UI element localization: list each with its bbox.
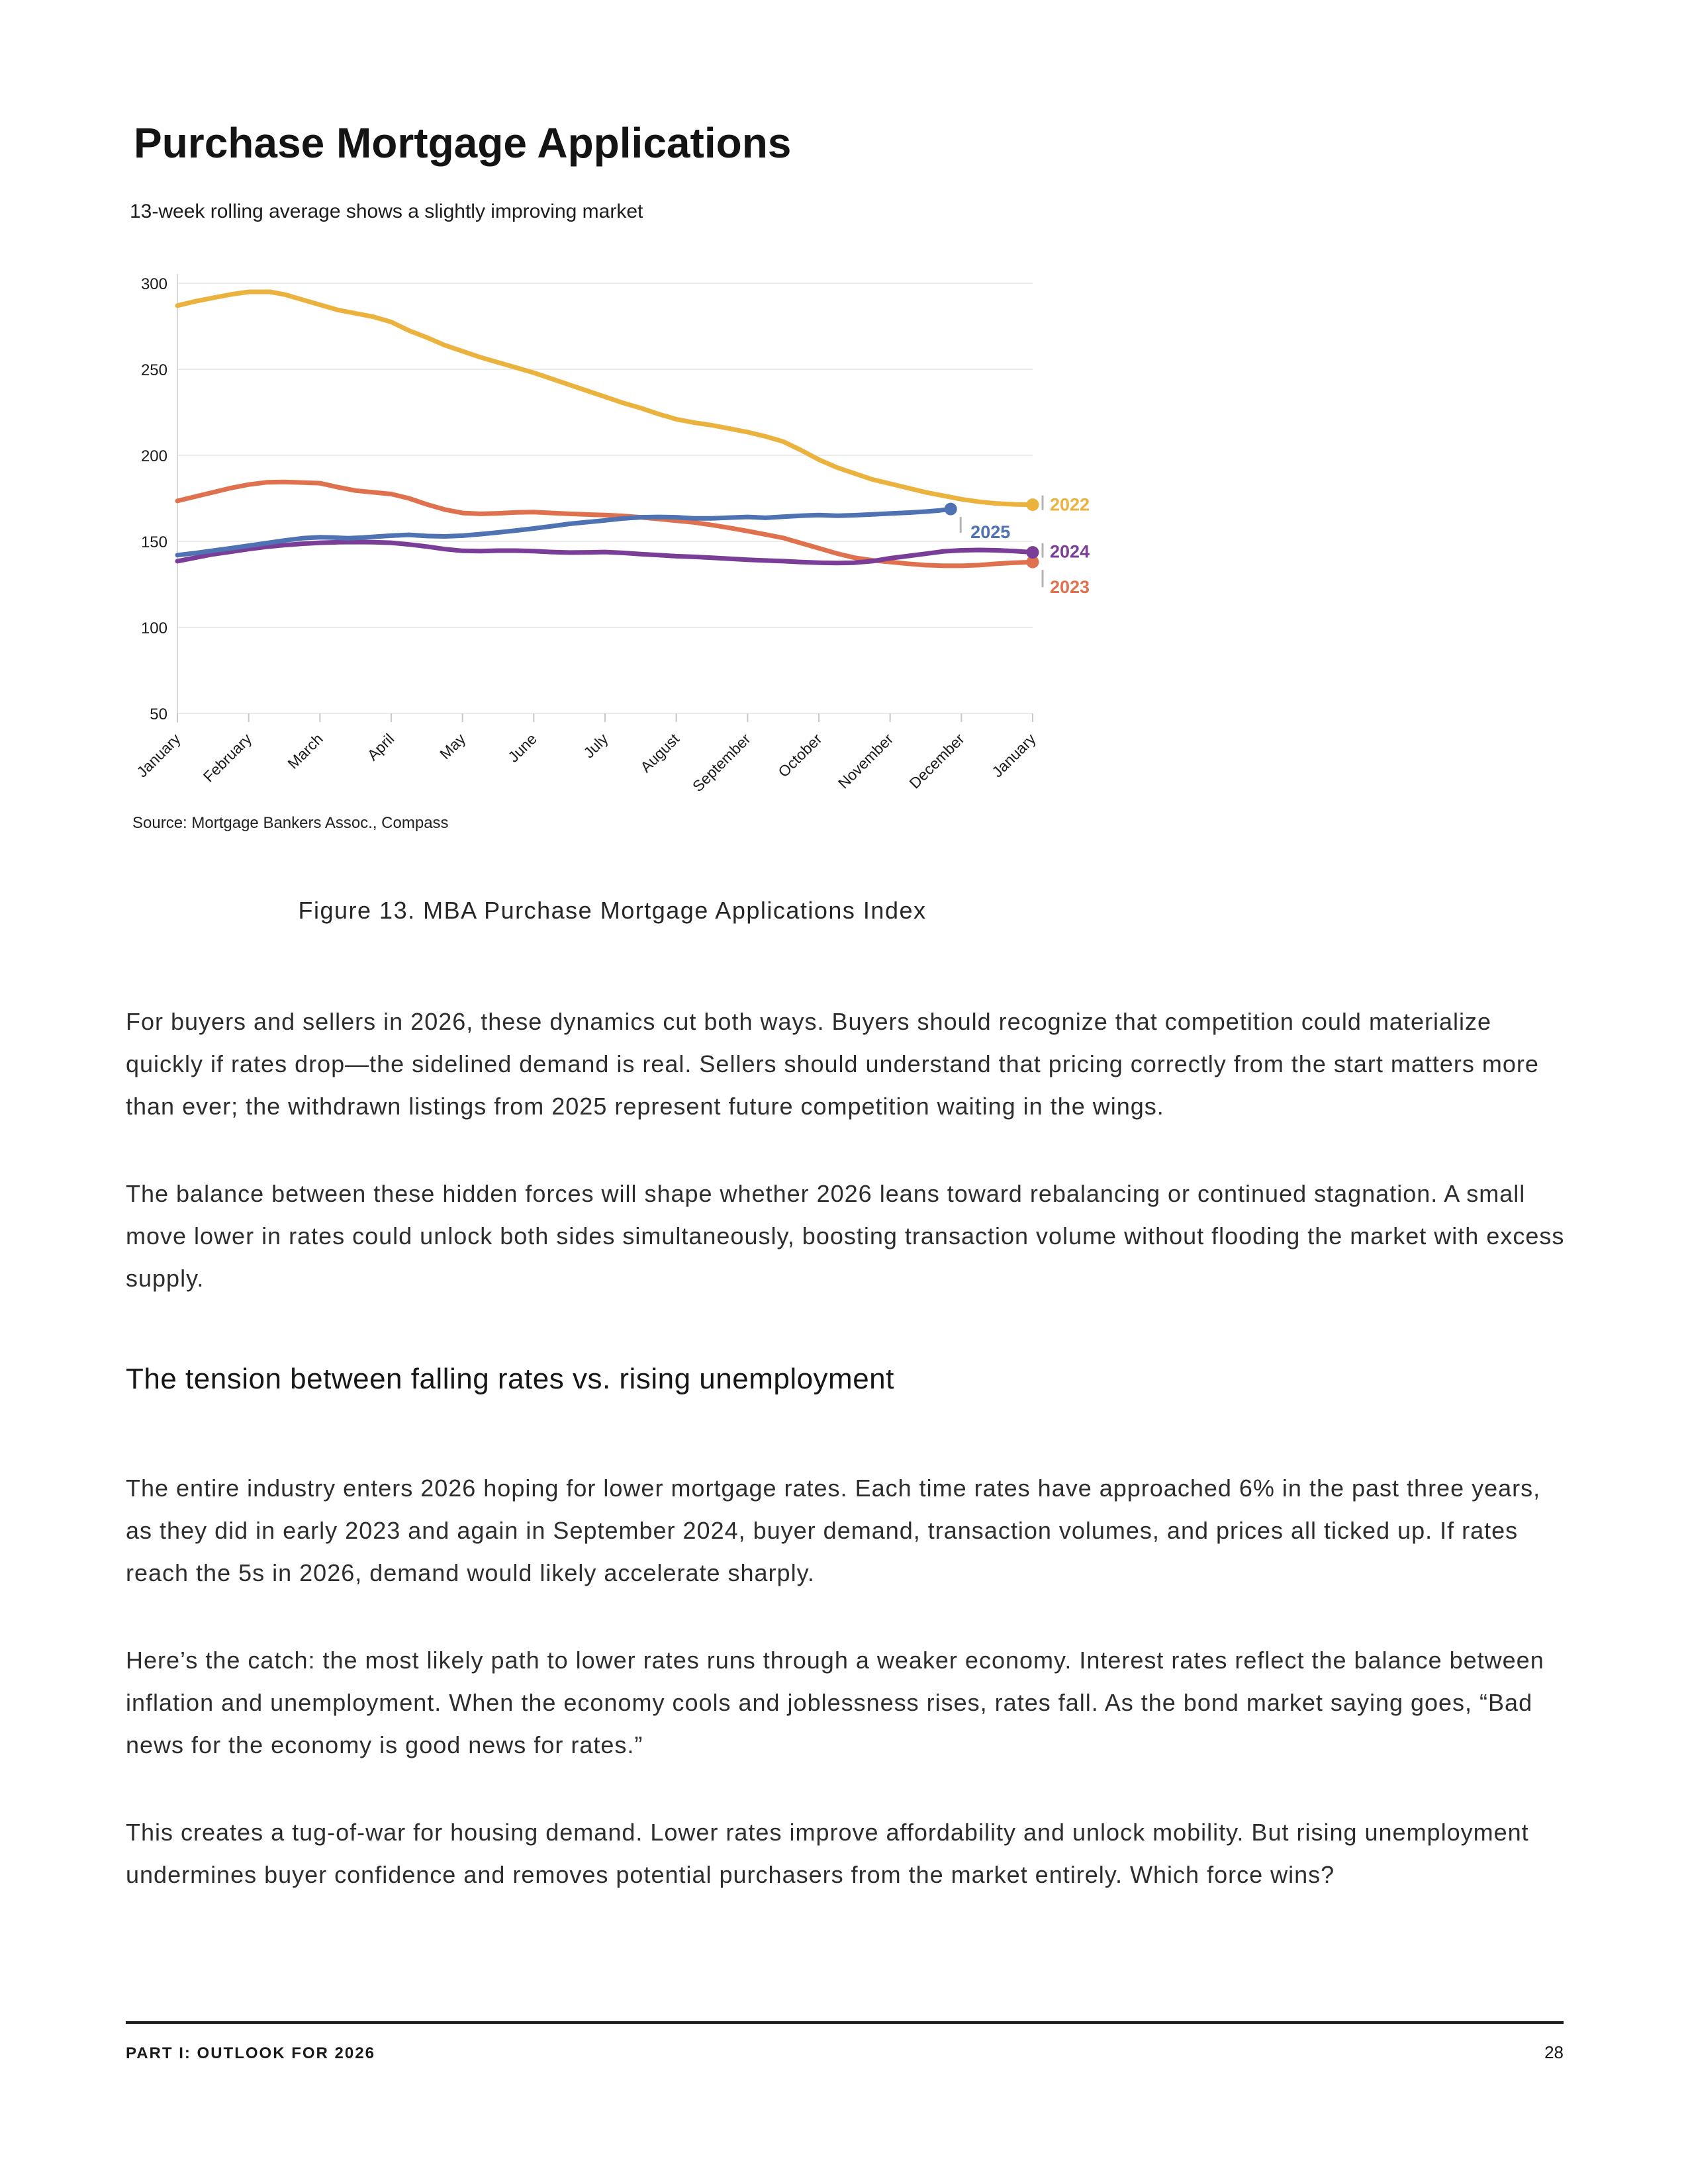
series-end-dot-2025: [944, 502, 957, 516]
x-tick-label: January: [133, 730, 184, 781]
x-tick-label: May: [436, 730, 469, 762]
line-chart: 300 250 200 150 100 50 January February March Apr…: [116, 261, 1109, 811]
series-line-2024: [175, 539, 1035, 566]
footer-section-label: PART I: OUTLOOK FOR 2026: [126, 2044, 375, 2062]
paragraph: This creates a tug-of-war for housing de…: [126, 1819, 1529, 1888]
paragraph: The balance between these hidden forces …: [126, 1180, 1565, 1292]
series-end-dot-2022: [1026, 498, 1039, 512]
series-label-2024: 2024: [1050, 542, 1090, 562]
y-tick-label: 50: [150, 705, 167, 723]
page-footer: PART I: OUTLOOK FOR 2026 28: [126, 2021, 1564, 2063]
y-tick-label: 300: [141, 275, 167, 293]
x-tick-label: April: [364, 730, 398, 764]
chart-subtitle: 13-week rolling average shows a slightly…: [130, 201, 643, 222]
x-tick-label: August: [637, 730, 682, 776]
x-tick-label: June: [504, 730, 540, 766]
page-title: Purchase Mortgage Applications: [134, 119, 792, 167]
x-tick-label: November: [835, 730, 897, 792]
y-tick-label: 150: [141, 533, 167, 551]
x-tick-label: October: [774, 730, 825, 780]
series-label-2025: 2025: [970, 522, 1010, 542]
x-tick-label: September: [689, 730, 754, 795]
paragraph: The entire industry enters 2026 hoping f…: [126, 1475, 1541, 1586]
x-tick-label: February: [200, 730, 256, 786]
series-label-2023: 2023: [1050, 577, 1090, 597]
paragraph: Here’s the catch: the most likely path t…: [126, 1647, 1544, 1758]
x-tick-label: July: [580, 730, 612, 762]
chart-source: Source: Mortgage Bankers Assoc., Compass: [132, 814, 449, 832]
x-tick-label: December: [906, 730, 968, 792]
series-end-dot-2023: [1026, 555, 1039, 569]
series-label-2022: 2022: [1050, 495, 1090, 515]
series-line-2025: [175, 506, 953, 558]
footer-rule: [126, 2021, 1564, 2024]
figure-caption: Figure 13. MBA Purchase Mortgage Applica…: [298, 897, 927, 924]
page-number: 28: [1544, 2042, 1564, 2062]
series-line-2023: [175, 479, 1035, 569]
series-line-2022: [175, 289, 1035, 508]
y-tick-label: 100: [141, 619, 167, 637]
paragraph: For buyers and sellers in 2026, these dy…: [126, 1008, 1539, 1120]
y-tick-label: 200: [141, 447, 167, 465]
x-tick-label: January: [988, 730, 1039, 781]
section-heading: The tension between falling rates vs. ri…: [126, 1363, 894, 1395]
x-tick-label: March: [284, 730, 326, 772]
series-end-dot-2024: [1026, 546, 1039, 559]
y-tick-label: 250: [141, 361, 167, 379]
body-text: For buyers and sellers in 2026, these dy…: [126, 1001, 1569, 1941]
purchase-applications-line-chart: 300 250 200 150 100 50 January February March Apr…: [133, 274, 1090, 795]
